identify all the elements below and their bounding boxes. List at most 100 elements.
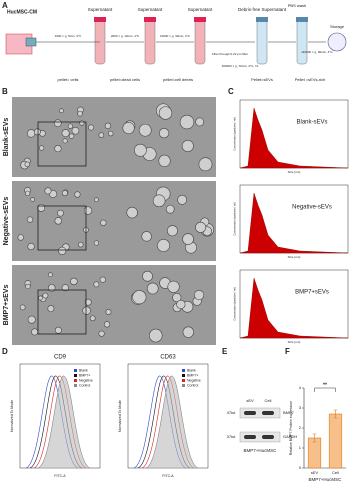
vesicle — [176, 299, 186, 310]
vesicle — [126, 206, 138, 219]
vesicle — [103, 321, 111, 328]
legend-swatch — [74, 374, 77, 377]
label: Debris-free Supernatant — [238, 7, 287, 12]
panel-letter: D — [2, 347, 8, 356]
vesicle — [44, 187, 52, 195]
flow-curve — [145, 375, 199, 469]
vesicle — [24, 190, 31, 197]
label: Concentration (particles / ml) — [233, 202, 237, 235]
y-tick-label: 3 — [299, 405, 302, 410]
bar — [328, 413, 343, 469]
nta-curve — [239, 192, 349, 254]
tube — [194, 19, 206, 65]
flow-curve — [37, 375, 91, 469]
label: pellet=cell debris — [163, 77, 193, 82]
legend-swatch — [182, 369, 185, 372]
tube — [144, 19, 156, 65]
vesicle — [54, 217, 62, 225]
protein-label: GAPDH — [283, 434, 297, 439]
tube-cap — [194, 17, 206, 22]
vesicle — [17, 234, 24, 241]
vesicle — [30, 197, 35, 202]
label: Concentration (particles / ml) — [233, 287, 237, 320]
vesicle — [194, 290, 205, 301]
vesicle — [47, 284, 56, 292]
label: 110000 × g, 90min, 4°C — [301, 50, 333, 54]
vesicle — [158, 128, 170, 139]
vesicle — [31, 328, 39, 336]
label: Supernatant — [138, 7, 163, 12]
label: Supernatant — [88, 7, 113, 12]
vesicle — [26, 216, 34, 223]
vesicle — [57, 209, 64, 217]
vesicle — [181, 140, 194, 152]
label: Supernatant — [188, 7, 213, 12]
vesicle — [98, 132, 105, 138]
label: 47kd — [227, 410, 236, 415]
label: 100000 × g, 70min, 4°C, ×2 — [222, 64, 259, 68]
x-axis-label: BMP7+HucMSC — [309, 477, 343, 482]
label: Concentration (particles / ml) — [233, 117, 237, 150]
panel-letter: F — [285, 347, 290, 356]
nta-curve — [239, 107, 349, 169]
vesicle — [53, 119, 62, 128]
vesicle — [149, 328, 163, 343]
vesicle — [141, 231, 152, 242]
vesicle — [89, 315, 96, 322]
vesicle — [157, 239, 170, 252]
legend-label: Negative — [187, 378, 201, 382]
label: Pellet=sEVs — [251, 77, 273, 82]
label: FITC-A — [54, 474, 66, 478]
label: sEV — [246, 398, 254, 403]
legend-label: BMP7+ — [187, 373, 199, 377]
vesicle — [27, 242, 35, 251]
y-tick-label: 0 — [299, 465, 302, 470]
label: PBS wash — [288, 3, 306, 8]
label: CD63 — [160, 355, 176, 361]
vesicle — [68, 133, 75, 139]
vesicle — [100, 219, 107, 226]
label: 1000 × g, 5min, 4°C — [55, 34, 82, 38]
label: Negative-sEVs — [292, 205, 332, 211]
label: pellet= cells — [57, 77, 78, 82]
y-tick-label: 4 — [299, 385, 302, 390]
vesicle — [158, 154, 171, 167]
vesicle — [198, 157, 213, 172]
vesicle — [182, 233, 194, 245]
error-bar — [333, 409, 338, 419]
legend-swatch — [74, 384, 77, 387]
label: Pellet =sEVs-rich — [295, 77, 326, 82]
label: CD9 — [54, 355, 67, 361]
label: Size (nm) — [288, 255, 301, 259]
legend-swatch — [182, 379, 185, 382]
blot-band — [262, 435, 274, 439]
vesicle — [99, 276, 106, 283]
vesicle — [93, 240, 100, 246]
vesicle — [104, 122, 112, 129]
vesicle — [38, 295, 43, 301]
legend-label: Control — [187, 383, 199, 387]
vesicle — [195, 117, 205, 127]
x-tick-label: Cell — [332, 470, 339, 475]
tube-cap — [94, 17, 106, 22]
vesicle — [37, 204, 46, 212]
vesicle — [74, 191, 81, 198]
label: BMP7+sEVs — [295, 290, 329, 296]
panel-letter: C — [228, 87, 234, 96]
label: Negative-sEVs — [3, 197, 10, 246]
blot-strip — [239, 407, 281, 419]
label: BMP7+sEVs — [3, 285, 10, 326]
vesicle — [77, 110, 83, 117]
vesicle — [88, 124, 95, 131]
nta-curve — [239, 277, 349, 339]
vesicle — [98, 330, 105, 337]
y-tick-label: 1 — [299, 445, 302, 450]
vesicle — [59, 108, 64, 114]
tube — [256, 19, 268, 65]
label: Size (nm) — [288, 170, 301, 174]
vesicle — [61, 284, 69, 292]
label: Blank-sEVs — [3, 118, 10, 157]
vesicle — [177, 194, 188, 205]
vesicle — [54, 326, 62, 334]
